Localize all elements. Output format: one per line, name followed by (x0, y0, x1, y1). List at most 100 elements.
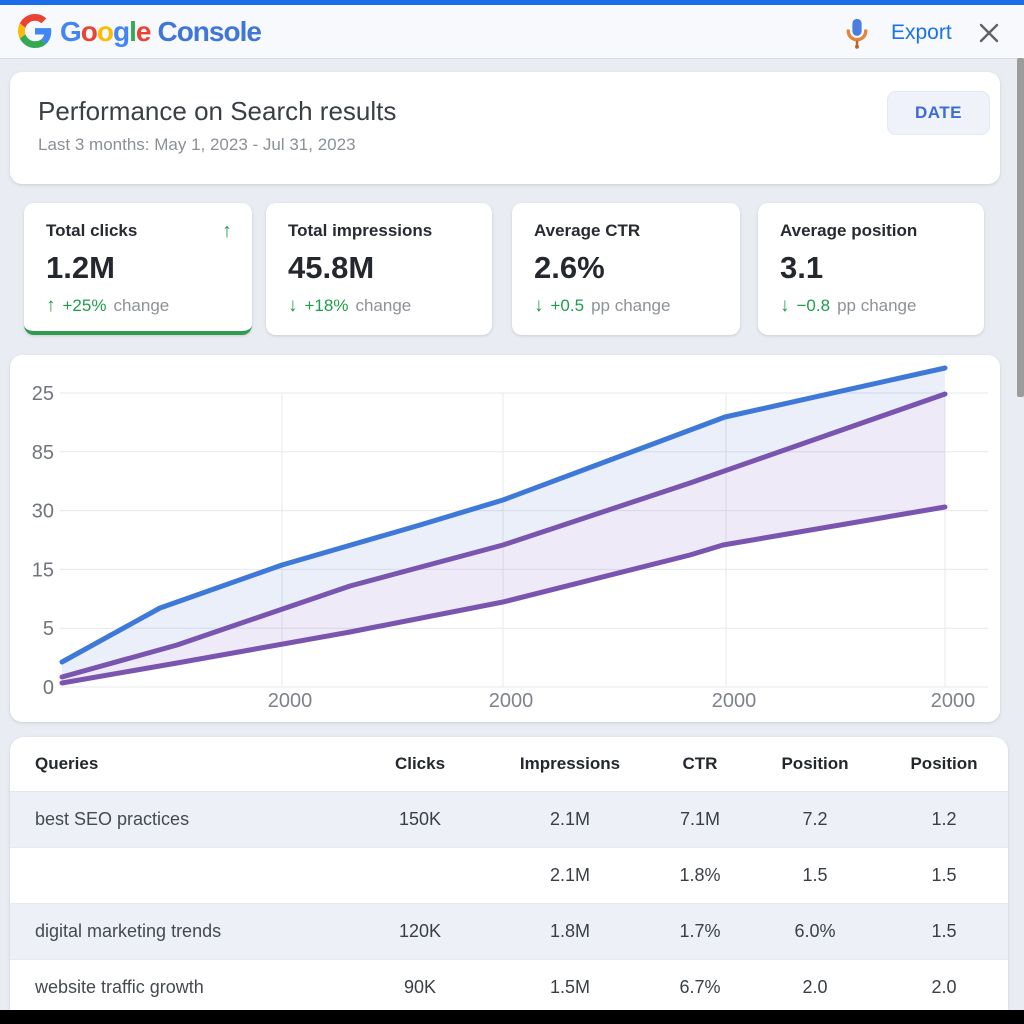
value-cell: 1.8M (549, 921, 591, 941)
upper-line (59, 365, 948, 665)
table-header-row: Queries Clicks Impressions CTR Position Posit… (10, 737, 1008, 792)
brand-letter: e (135, 16, 152, 47)
top-accent-strip (0, 0, 1024, 5)
metric-label: Average position (780, 221, 918, 240)
brand-letter: G (60, 16, 82, 47)
lower-line (59, 504, 948, 686)
performance-chart-card: 25 85 30 15 5 0 2000 2000 2000 2000 (10, 355, 1000, 722)
x-axis-tick: 2000 (489, 690, 534, 712)
change-suffix: pp change (591, 296, 671, 315)
upper-band (62, 368, 945, 677)
metric-card-total-impressions[interactable]: Total impressions 45.8M ↓ +18% change (266, 203, 492, 335)
performance-header-card: Performance on Search results Last 3 mon… (10, 72, 1000, 184)
query-cell: website traffic growth (35, 977, 204, 997)
change-value: +0.5 (550, 296, 585, 315)
metric-label: Total clicks (46, 221, 138, 240)
close-icon[interactable] (977, 21, 1001, 45)
value-cell: 120K (398, 921, 442, 941)
brand-letter: g (113, 16, 130, 47)
value-cell: 2.1M (549, 809, 591, 829)
x-axis-tick: 2000 (931, 690, 976, 712)
column-header-ctr: CTR (682, 754, 718, 773)
topbar: Google Console Export (0, 5, 1024, 59)
metric-value: 1.2M (46, 250, 115, 285)
y-axis-tick: 30 (32, 501, 54, 523)
metric-card-total-clicks[interactable]: Total clicks ↑ 1.2M ↑ +25% change (24, 203, 252, 335)
x-axis-tick: 2000 (712, 690, 757, 712)
value-cell: 2.0 (931, 977, 957, 997)
value-cell: 2.0 (802, 977, 828, 997)
metric-value: 2.6% (534, 250, 605, 285)
query-cell: digital marketing trends (35, 921, 222, 941)
value-cell: 1.5M (549, 977, 591, 997)
metric-change: ↓ −0.8 pp change (780, 295, 964, 317)
change-suffix: pp change (837, 296, 917, 315)
google-g-logo-icon (18, 14, 52, 48)
metric-value: 3.1 (780, 250, 824, 285)
voice-search-mic-icon[interactable] (842, 17, 872, 51)
value-cell: 2.1M (549, 865, 591, 885)
value-cell: 1.5 (802, 865, 828, 885)
google-wordmark: Google Console (60, 16, 262, 48)
value-cell: 150K (398, 809, 442, 829)
export-button[interactable]: Export (891, 21, 952, 44)
change-value: −0.8 (796, 296, 831, 315)
brand-letter: o (96, 16, 114, 47)
table-row[interactable]: 2.1M 1.8% 1.5 1.5 (10, 848, 1008, 904)
change-suffix: change (113, 296, 170, 315)
page-title: Performance on Search results (38, 96, 397, 126)
change-arrow-icon: ↓ (288, 295, 298, 316)
query-cell: best SEO practices (35, 809, 190, 829)
y-axis-tick: 5 (43, 618, 54, 640)
column-header-queries: Queries (35, 754, 99, 773)
date-filter-button[interactable]: DATE (887, 91, 990, 135)
bottom-black-bar (0, 1010, 1024, 1024)
table-row[interactable]: digital marketing trends 120K 1.8M 1.7% 6.0%… (10, 904, 1008, 960)
column-header-position: Position (910, 754, 978, 773)
metric-label: Total impressions (288, 221, 433, 240)
queries-table-card: Queries Clicks Impressions CTR Position Posit… (10, 737, 1008, 1010)
product-name: Console (157, 16, 261, 47)
change-value: +18% (304, 296, 349, 315)
value-cell: 1.5 (931, 921, 957, 941)
value-cell: 6.0% (794, 921, 836, 941)
middle-line (59, 391, 948, 680)
value-cell: 1.7% (679, 921, 721, 941)
metric-change: ↓ +0.5 pp change (534, 295, 720, 317)
x-axis-tick: 2000 (268, 690, 313, 712)
value-cell: 1.2 (931, 809, 957, 829)
brand-letter: l (129, 16, 137, 47)
change-value: +25% (62, 296, 107, 315)
y-axis-tick: 15 (32, 559, 54, 581)
value-cell: 7.2 (802, 809, 828, 829)
value-cell: 1.8% (679, 865, 721, 885)
table-row[interactable]: website traffic growth 90K 1.5M 6.7% 2.0 2.0 (10, 960, 1008, 1010)
value-cell: 90K (403, 977, 437, 997)
column-header-position: Position (781, 754, 849, 773)
trend-up-arrow-icon: ↑ (222, 220, 232, 242)
vertical-scrollbar-thumb[interactable] (1017, 58, 1024, 397)
date-range-subtitle: Last 3 months: May 1, 2023 - Jul 31, 202… (38, 135, 356, 154)
change-arrow-icon: ↓ (780, 295, 790, 316)
table-body: best SEO practices 150K 2.1M 7.1M 7.2 1.2 2.1M… (10, 792, 1008, 1010)
y-axis-tick: 0 (43, 677, 54, 699)
y-axis-tick: 85 (32, 442, 54, 464)
value-cell: 7.1M (679, 809, 721, 829)
change-arrow-icon: ↑ (46, 295, 56, 316)
value-cell: 1.5 (931, 865, 957, 885)
metric-change: ↓ +18% change (288, 295, 472, 317)
brand-letter: o (80, 16, 98, 47)
change-arrow-icon: ↓ (534, 295, 544, 316)
metric-card-average-ctr[interactable]: Average CTR 2.6% ↓ +0.5 pp change (512, 203, 740, 335)
y-axis-tick: 25 (32, 383, 54, 405)
metric-change: ↑ +25% change (46, 295, 232, 317)
column-header-clicks: Clicks (394, 754, 446, 773)
metric-value: 45.8M (288, 250, 375, 285)
value-cell: 6.7% (679, 977, 721, 997)
column-header-impressions: Impressions (519, 754, 621, 773)
change-suffix: change (355, 296, 412, 315)
table-row[interactable]: best SEO practices 150K 2.1M 7.1M 7.2 1.2 (10, 792, 1008, 848)
metric-label: Average CTR (534, 221, 641, 240)
metric-card-average-position[interactable]: Average position 3.1 ↓ −0.8 pp change (758, 203, 984, 335)
performance-area-chart: 25 85 30 15 5 0 2000 2000 2000 2000 (32, 365, 988, 712)
